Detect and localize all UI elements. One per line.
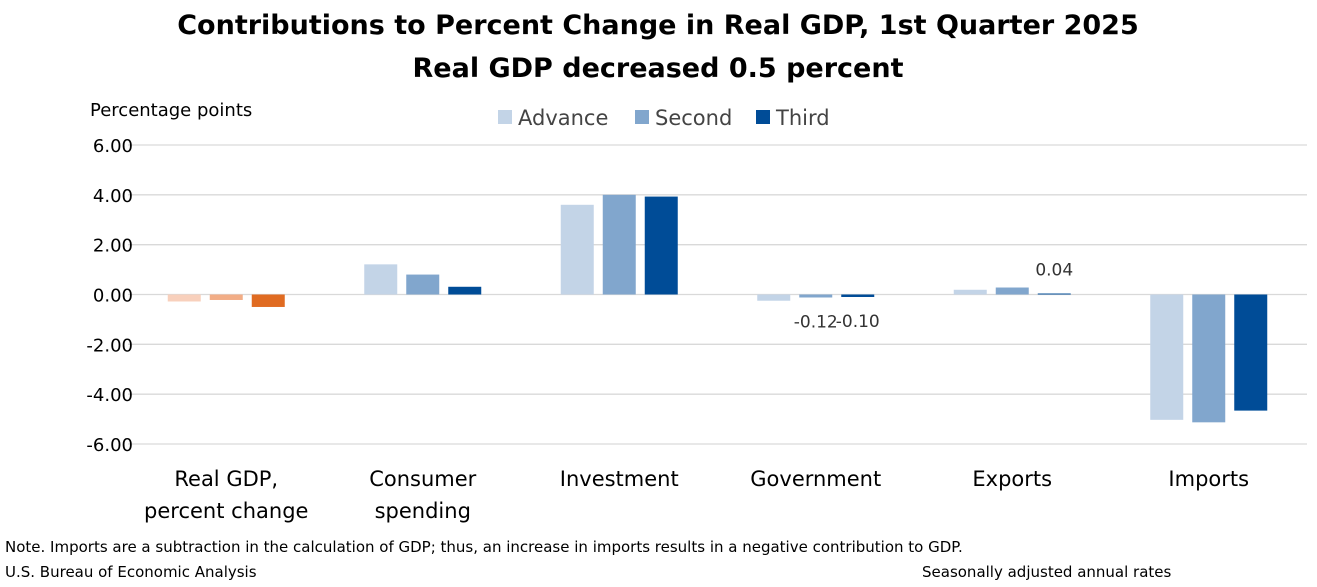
legend-label-2: Third [775, 106, 830, 130]
chart-subtitle: Real GDP decreased 0.5 percent [413, 53, 904, 84]
data-labels: -0.12-0.10 0.04 [794, 261, 1073, 333]
bar-4-2 [1037, 293, 1071, 295]
bar-2-0 [560, 204, 594, 295]
gridlines [128, 144, 1307, 445]
category-label-0: percent change [144, 499, 308, 523]
y-tick-label: -4.00 [86, 385, 133, 406]
category-label-2: Investment [560, 467, 679, 491]
bar-3-1 [799, 294, 833, 298]
legend: Advance Second Third [498, 106, 830, 130]
bar-4-0 [953, 289, 987, 295]
bar-0-2 [251, 294, 285, 307]
data-label-0: -0.12 [794, 312, 838, 332]
category-label-3: Government [750, 467, 881, 491]
category-label-0: Real GDP, [174, 467, 278, 491]
legend-swatch-2 [756, 110, 770, 124]
bar-1-1 [406, 274, 440, 295]
category-label-1: Consumer [369, 467, 476, 491]
bar-1-0 [364, 264, 398, 295]
y-axis-ticks: 6.00 4.00 2.00 0.00 -2.00 -4.00 -6.00 [86, 136, 133, 456]
category-label-5: Imports [1168, 467, 1249, 491]
y-tick-label: 2.00 [93, 236, 133, 257]
bar-1-2 [448, 286, 482, 295]
y-tick-label: 4.00 [93, 186, 133, 207]
bar-4-1 [995, 287, 1029, 295]
y-tick-label: -2.00 [86, 335, 133, 356]
category-label-4: Exports [972, 467, 1052, 491]
rates-label: Seasonally adjusted annual rates [922, 563, 1172, 581]
legend-label-0: Advance [518, 106, 608, 130]
bar-3-2 [841, 294, 875, 297]
bar-5-2 [1234, 294, 1268, 411]
source-label: U.S. Bureau of Economic Analysis [5, 563, 257, 581]
bar-5-0 [1150, 294, 1184, 420]
category-labels: Real GDP, percent change Consumer spending I… [144, 467, 1249, 523]
chart-title: Contributions to Percent Change in Real … [177, 10, 1139, 41]
legend-swatch-0 [498, 110, 512, 124]
data-label-2: 0.04 [1035, 261, 1073, 281]
y-tick-label: 6.00 [93, 136, 133, 157]
y-tick-label: -6.00 [86, 435, 133, 456]
bar-3-0 [757, 294, 791, 301]
data-label-1: -0.10 [836, 312, 880, 332]
bar-0-1 [209, 294, 243, 300]
footnote: Note. Imports are a subtraction in the c… [5, 538, 963, 556]
bar-5-1 [1192, 294, 1226, 423]
category-label-1: spending [375, 499, 471, 523]
y-axis-label: Percentage points [90, 100, 252, 121]
bar-2-1 [602, 194, 636, 295]
bar-2-2 [644, 196, 678, 295]
bar-0-0 [167, 294, 201, 302]
y-tick-label: 0.00 [93, 286, 133, 307]
bars [167, 194, 1268, 423]
legend-label-1: Second [655, 106, 732, 130]
legend-swatch-1 [635, 110, 649, 124]
